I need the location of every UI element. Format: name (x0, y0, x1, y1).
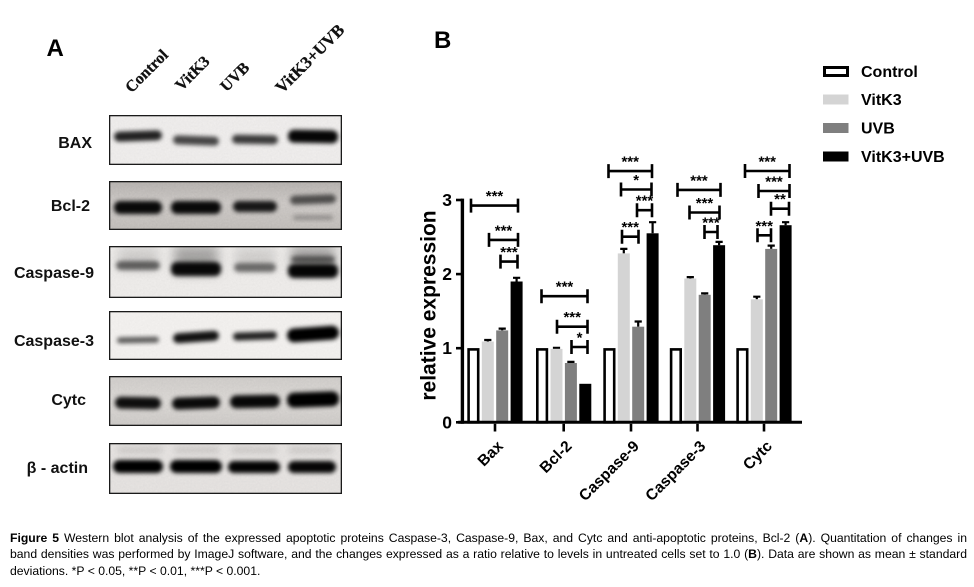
svg-text:Control: Control (861, 64, 918, 81)
svg-text:***: *** (621, 219, 639, 236)
svg-text:*: * (577, 330, 583, 347)
svg-text:Bcl-2: Bcl-2 (537, 438, 576, 477)
svg-text:UVB: UVB (861, 121, 895, 138)
svg-text:***: *** (765, 174, 783, 191)
svg-text:*: * (633, 172, 639, 189)
svg-text:***: *** (696, 195, 714, 212)
svg-text:VitK3: VitK3 (861, 92, 902, 109)
svg-text:1: 1 (442, 338, 452, 358)
svg-text:***: *** (690, 172, 708, 189)
svg-text:0: 0 (442, 412, 452, 432)
svg-text:***: *** (495, 222, 513, 239)
svg-text:***: *** (486, 188, 504, 205)
svg-text:Bax: Bax (475, 438, 507, 470)
svg-text:***: *** (636, 193, 654, 210)
svg-text:relative expression: relative expression (418, 210, 441, 400)
svg-text:VitK3+UVB: VitK3+UVB (861, 149, 945, 166)
svg-text:**: ** (774, 191, 786, 208)
svg-text:Cytc: Cytc (740, 438, 776, 474)
svg-text:***: *** (556, 279, 574, 296)
svg-text:***: *** (500, 244, 518, 261)
svg-text:3: 3 (442, 190, 452, 210)
svg-text:2: 2 (442, 264, 452, 284)
svg-text:***: *** (755, 218, 773, 235)
svg-text:Caspase-9: Caspase-9 (576, 438, 643, 505)
svg-text:***: *** (758, 154, 776, 171)
svg-text:***: *** (702, 215, 720, 232)
svg-text:Caspase-3: Caspase-3 (642, 438, 709, 505)
svg-text:***: *** (563, 309, 581, 326)
svg-text:***: *** (621, 154, 639, 171)
